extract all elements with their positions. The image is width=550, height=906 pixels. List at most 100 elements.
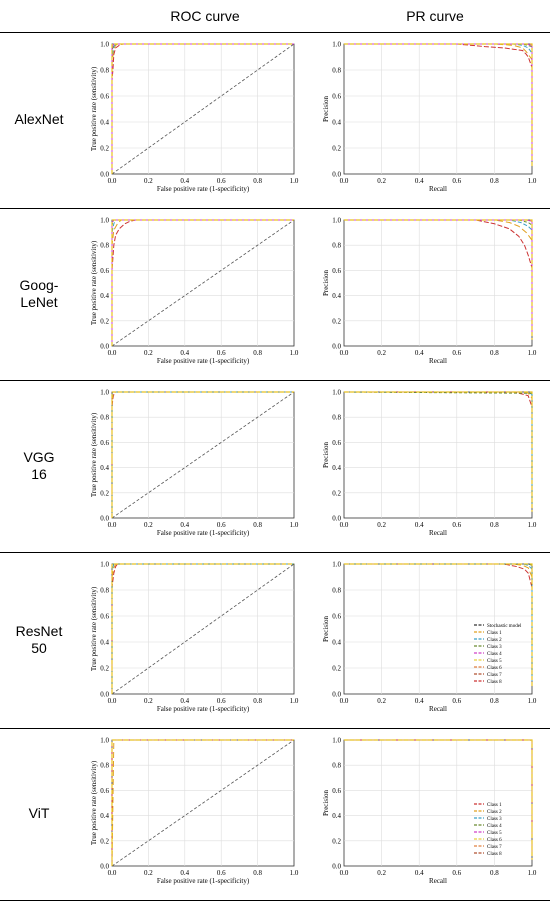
x-tick-label: 0.2 (377, 869, 386, 877)
x-tick-label: 0.2 (144, 869, 153, 877)
y-tick-label: 1.0 (332, 389, 341, 397)
y-tick-label: 0.2 (332, 665, 341, 673)
row-separator (0, 380, 550, 381)
x-tick-label: 0.2 (377, 697, 386, 705)
series-line-yellow (344, 739, 533, 860)
series-line-yellow (344, 219, 533, 340)
x-tick-label: 0.2 (144, 349, 153, 357)
x-tick-label: 0.4 (415, 177, 424, 185)
y-tick-label: 0.8 (332, 414, 341, 422)
x-tick-label: 0.0 (108, 521, 117, 529)
y-tick-label: 0.0 (332, 691, 341, 699)
y-tick-label: 0.8 (332, 242, 341, 250)
legend-label: Class 3 (487, 645, 502, 650)
y-tick-label: 0.0 (332, 863, 341, 871)
y-tick-label: 1.0 (100, 41, 109, 49)
x-tick-label: 1.0 (290, 521, 299, 529)
legend-label: Class 2 (487, 810, 502, 815)
y-tick-label: 0.6 (332, 787, 341, 795)
y-axis-label: Precision (322, 269, 330, 296)
x-tick-label: 0.6 (452, 521, 461, 529)
series-line-yellow (344, 391, 533, 512)
x-tick-label: 1.0 (290, 177, 299, 185)
x-tick-label: 0.0 (340, 697, 349, 705)
header-rule (0, 32, 550, 33)
y-axis-label: Precision (322, 789, 330, 816)
y-tick-label: 0.6 (100, 439, 109, 447)
y-tick-label: 1.0 (100, 217, 109, 225)
x-tick-label: 0.0 (340, 869, 349, 877)
model-label: VGG 16 (23, 449, 55, 482)
y-tick-label: 1.0 (332, 217, 341, 225)
y-tick-label: 0.6 (332, 613, 341, 621)
y-tick-label: 0.4 (100, 292, 109, 300)
x-tick-label: 0.0 (108, 697, 117, 705)
series-line-1 (344, 219, 533, 334)
x-tick-label: 0.8 (253, 349, 262, 357)
x-tick-label: 0.6 (217, 869, 226, 877)
y-tick-label: 0.8 (332, 762, 341, 770)
y-axis-label: True positive rate (sensitivity) (90, 240, 98, 325)
y-tick-label: 0.4 (100, 119, 109, 127)
y-tick-label: 0.4 (332, 292, 341, 300)
y-tick-label: 0.0 (100, 171, 109, 179)
legend-label: Class 1 (487, 631, 502, 636)
x-tick-label: 0.4 (180, 521, 189, 529)
y-tick-label: 1.0 (332, 737, 341, 745)
legend-label: Class 2 (487, 638, 502, 643)
x-tick-label: 0.4 (415, 869, 424, 877)
series-line-4 (111, 563, 294, 694)
x-tick-label: 0.8 (253, 521, 262, 529)
x-tick-label: 0.8 (490, 521, 499, 529)
x-tick-label: 0.2 (144, 697, 153, 705)
x-tick-label: 0.4 (180, 697, 189, 705)
plot-area (343, 43, 533, 175)
x-axis-label: False positive rate (1-specificity) (157, 877, 250, 885)
x-tick-label: 0.8 (253, 869, 262, 877)
diagonal-reference-line (111, 43, 295, 175)
legend-label: Class 4 (487, 824, 502, 829)
x-tick-label: 1.0 (528, 697, 537, 705)
y-tick-label: 0.8 (100, 414, 109, 422)
y-tick-label: 0.8 (100, 762, 109, 770)
x-tick-label: 0.4 (180, 869, 189, 877)
legend-label: Class 5 (487, 831, 502, 836)
x-tick-label: 0.6 (217, 697, 226, 705)
x-tick-label: 0.6 (217, 521, 226, 529)
x-axis-label: Recall (429, 877, 447, 885)
pr-column-header: PR curve (406, 8, 464, 24)
legend-label: Class 4 (487, 652, 502, 657)
x-tick-label: 0.6 (452, 177, 461, 185)
legend-label: Class 1 (487, 803, 502, 808)
x-tick-label: 0.2 (377, 177, 386, 185)
x-tick-label: 0.2 (377, 521, 386, 529)
x-tick-label: 0.0 (108, 869, 117, 877)
y-tick-label: 0.8 (332, 587, 341, 595)
diagonal-reference-line (111, 563, 295, 695)
x-tick-label: 0.4 (415, 521, 424, 529)
x-tick-label: 0.8 (490, 177, 499, 185)
x-tick-label: 0.6 (217, 177, 226, 185)
diagonal-reference-line (111, 391, 295, 519)
chart-row: 0.00.00.20.20.40.40.60.60.80.81.01.0Fals… (90, 737, 537, 886)
y-tick-label: 0.0 (332, 515, 341, 523)
y-tick-label: 0.2 (332, 489, 341, 497)
x-axis-label: False positive rate (1-specificity) (157, 705, 250, 713)
x-axis-label: Recall (429, 705, 447, 713)
y-tick-label: 0.8 (100, 587, 109, 595)
series-line-1 (344, 43, 533, 148)
series-line-yellow (111, 563, 294, 694)
y-tick-label: 0.0 (100, 343, 109, 351)
x-tick-label: 0.0 (340, 521, 349, 529)
x-tick-label: 1.0 (290, 697, 299, 705)
series-line-yellow (111, 219, 294, 346)
x-tick-label: 0.0 (108, 177, 117, 185)
series-line-yellow (111, 739, 294, 866)
x-tick-label: 1.0 (528, 349, 537, 357)
y-axis-label: Precision (322, 441, 330, 468)
legend-label: Class 6 (487, 838, 502, 843)
plot-area (343, 563, 533, 695)
y-tick-label: 0.4 (332, 464, 341, 472)
legend-label: Class 8 (487, 852, 502, 857)
row-separator (0, 728, 550, 729)
